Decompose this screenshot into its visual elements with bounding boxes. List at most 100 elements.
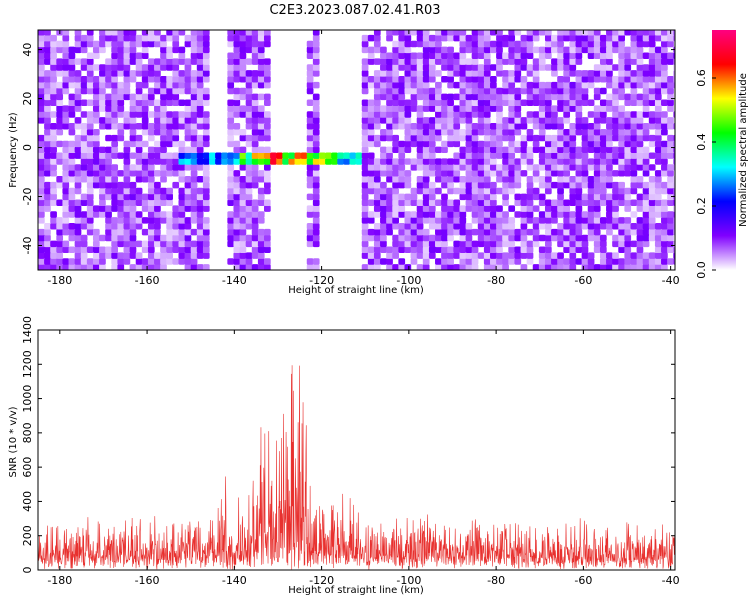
heatmap-cell	[92, 234, 100, 242]
heatmap-cell	[257, 240, 265, 248]
heatmap-cell	[459, 264, 467, 270]
heatmap-cell	[599, 46, 607, 54]
heatmap-cell	[428, 211, 436, 218]
heatmap-cell	[575, 234, 583, 242]
heatmap-cell	[667, 140, 674, 148]
heatmap-cell	[636, 58, 644, 65]
heatmap-cell	[636, 34, 644, 42]
heatmap-cell	[642, 87, 650, 95]
heatmap-cell	[551, 181, 558, 189]
snr-x-axis-label: Height of straight line (km)	[288, 585, 424, 596]
heatmap-cell	[367, 117, 375, 124]
heatmap-cell	[612, 81, 619, 89]
heatmap-cell	[44, 58, 51, 65]
heatmap-cell	[202, 187, 210, 195]
heatmap-cell	[38, 217, 45, 224]
heatmap-cell	[575, 52, 583, 60]
heatmap-cell	[599, 222, 607, 230]
heatmap-cell	[154, 40, 161, 48]
heatmap-cell	[202, 34, 210, 42]
heatmap-cell	[422, 240, 430, 248]
heatmap-cell	[441, 52, 448, 60]
heatmap-cell	[361, 240, 369, 248]
heatmap-cell	[86, 34, 94, 42]
heatmap-cell	[599, 187, 607, 195]
heatmap-cell	[202, 46, 210, 54]
heatmap-cell	[630, 111, 638, 118]
heatmap-cell	[172, 117, 180, 124]
x-tick-label: -180	[47, 574, 72, 587]
heatmap-cell	[56, 123, 64, 130]
heatmap-cell	[361, 128, 369, 136]
heatmap-cell	[44, 81, 51, 89]
heatmap-cell	[398, 164, 406, 171]
heatmap-cell	[86, 76, 94, 83]
heatmap-cell	[581, 117, 589, 124]
heatmap-cell	[62, 187, 70, 195]
heatmap-cell	[496, 252, 503, 259]
heatmap-cell	[661, 46, 668, 54]
heatmap-cell	[471, 76, 479, 83]
heatmap-cell	[624, 70, 632, 77]
heatmap-cell	[92, 264, 100, 270]
heatmap-cell	[50, 170, 57, 177]
heatmap-cell	[166, 134, 173, 142]
heatmap-cell	[373, 258, 381, 265]
heatmap-cell	[178, 146, 186, 154]
heatmap-cell	[404, 70, 412, 77]
heatmap-cell	[441, 111, 448, 118]
heatmap-cell	[544, 111, 552, 118]
heatmap-cell	[264, 123, 271, 130]
heatmap-cell	[166, 46, 173, 54]
heatmap-cell	[306, 146, 314, 154]
heatmap-cell	[563, 181, 571, 189]
heatmap-cell	[404, 140, 412, 148]
heatmap-cell	[612, 217, 619, 224]
heatmap-cell	[447, 134, 454, 142]
heatmap-cell	[459, 228, 467, 236]
heatmap-cell	[56, 40, 64, 48]
heatmap-cell	[306, 158, 314, 165]
heatmap-cell	[508, 234, 516, 242]
heatmap-cell	[386, 211, 393, 218]
heatmap-cell	[624, 140, 632, 148]
heatmap-cell	[404, 34, 412, 42]
heatmap-cell	[227, 193, 235, 201]
heatmap-cell	[581, 246, 589, 253]
heatmap-cell	[239, 205, 247, 212]
heatmap-cell	[111, 58, 119, 65]
heatmap-cell	[551, 264, 558, 270]
heatmap-cell	[490, 105, 497, 112]
heatmap-cell	[642, 205, 650, 212]
heatmap-cell	[551, 146, 558, 154]
heatmap-cell	[38, 158, 45, 165]
heatmap-cell	[233, 234, 241, 242]
heatmap-cell	[544, 264, 552, 270]
heatmap-cell	[202, 117, 210, 124]
heatmap-cell	[239, 128, 247, 136]
heatmap-cell	[538, 123, 546, 130]
heatmap-cell	[166, 64, 173, 71]
heatmap-cell	[502, 34, 509, 42]
heatmap-cell	[44, 93, 51, 101]
heatmap-cell	[661, 99, 668, 107]
heatmap-cell	[575, 164, 583, 171]
heatmap-cell	[404, 199, 412, 206]
heatmap-cell	[68, 258, 76, 265]
heatmap-cell	[245, 152, 253, 159]
heatmap-cell	[62, 205, 70, 212]
heatmap-cell	[154, 187, 161, 195]
heatmap-cell	[483, 187, 491, 195]
heatmap-cell	[117, 228, 125, 236]
heatmap-cell	[312, 140, 320, 148]
heatmap-cell	[264, 205, 271, 212]
heatmap-cell	[80, 164, 88, 171]
heatmap-cell	[416, 123, 424, 130]
heatmap-cell	[538, 81, 546, 89]
heatmap-cell	[227, 175, 235, 183]
heatmap-cell	[453, 140, 461, 148]
heatmap-cell	[520, 240, 528, 248]
heatmap-cell	[642, 240, 650, 248]
heatmap-cell	[99, 234, 106, 242]
heatmap-cell	[68, 146, 76, 154]
